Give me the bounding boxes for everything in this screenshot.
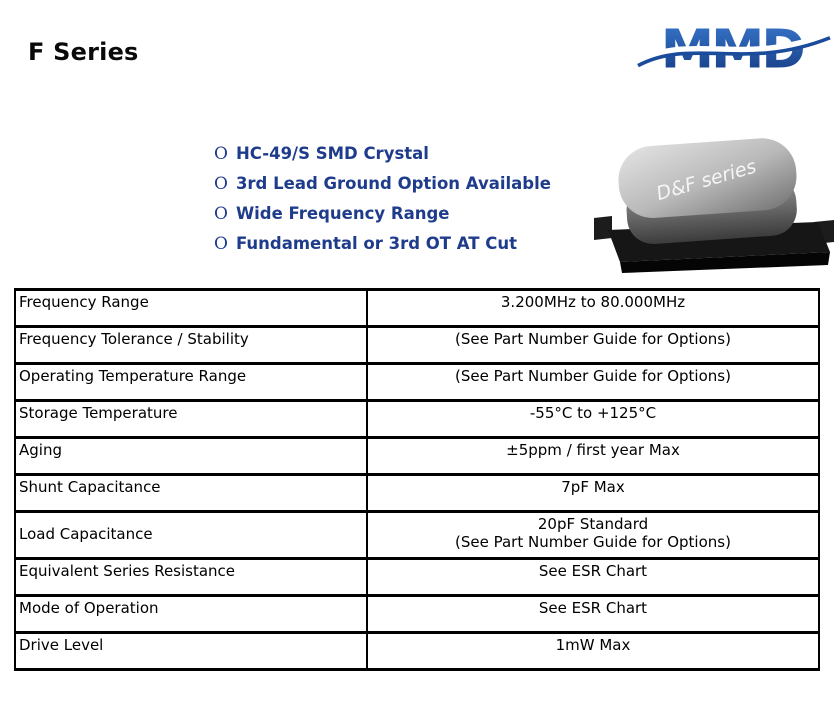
spec-value: ±5ppm / first year Max <box>366 436 820 476</box>
feature-item: O 3rd Lead Ground Option Available <box>214 174 551 206</box>
crystal-package-image: D&F series <box>594 138 834 273</box>
spec-value: See ESR Chart <box>366 594 820 634</box>
spec-value: -55°C to +125°C <box>366 399 820 439</box>
spec-table: Frequency Range 3.200MHz to 80.000MHz Freq… <box>14 288 820 671</box>
product-photo: D&F series <box>590 122 837 274</box>
spec-value: 1mW Max <box>366 631 820 671</box>
circle-bullet-icon: O <box>214 144 228 164</box>
feature-label: Wide Frequency Range <box>235 204 450 223</box>
table-row: Load Capacitance 20pF Standard (See Part … <box>14 510 820 560</box>
feature-label: Fundamental or 3rd OT AT Cut <box>235 234 518 253</box>
package-base-front <box>620 252 830 273</box>
table-row: Drive Level 1mW Max <box>14 631 820 671</box>
spec-value: 3.200MHz to 80.000MHz <box>366 288 820 328</box>
spec-parameter: Shunt Capacitance <box>14 473 368 513</box>
left-lead <box>594 216 612 240</box>
feature-label: HC-49/S SMD Crystal <box>235 144 429 163</box>
table-row: Aging ±5ppm / first year Max <box>14 436 820 476</box>
metal-can: D&F series <box>618 138 797 245</box>
mmd-logo: MMD <box>634 14 834 81</box>
feature-item: O Fundamental or 3rd OT AT Cut <box>214 234 551 266</box>
spec-parameter: Frequency Tolerance / Stability <box>14 325 368 365</box>
spec-parameter: Load Capacitance <box>14 510 368 560</box>
feature-item: O HC-49/S SMD Crystal <box>214 144 551 176</box>
spec-value: (See Part Number Guide for Options) <box>366 325 820 365</box>
spec-parameter: Storage Temperature <box>14 399 368 439</box>
spec-parameter: Frequency Range <box>14 288 368 328</box>
logo-swoosh-icon <box>637 36 831 68</box>
spec-parameter: Mode of Operation <box>14 594 368 634</box>
spec-value: 20pF Standard (See Part Number Guide for… <box>366 510 820 560</box>
mmd-logo-graphic: MMD <box>636 18 832 81</box>
table-row: Frequency Tolerance / Stability (See Part… <box>14 325 820 365</box>
circle-bullet-icon: O <box>214 234 228 254</box>
table-row: Frequency Range 3.200MHz to 80.000MHz <box>14 288 820 328</box>
spec-value: (See Part Number Guide for Options) <box>366 362 820 402</box>
spec-parameter: Operating Temperature Range <box>14 362 368 402</box>
table-row: Shunt Capacitance 7pF Max <box>14 473 820 513</box>
feature-label: 3rd Lead Ground Option Available <box>235 174 551 193</box>
spec-value: See ESR Chart <box>366 557 820 597</box>
table-row: Operating Temperature Range (See Part Num… <box>14 362 820 402</box>
feature-list: O HC-49/S SMD Crystal O 3rd Lead Ground Opt… <box>214 144 551 266</box>
spec-parameter: Drive Level <box>14 631 368 671</box>
circle-bullet-icon: O <box>214 204 228 224</box>
spec-value: 7pF Max <box>366 473 820 513</box>
feature-item: O Wide Frequency Range <box>214 204 551 236</box>
table-row: Equivalent Series Resistance See ESR Char… <box>14 557 820 597</box>
circle-bullet-icon: O <box>214 174 228 194</box>
table-row: Mode of Operation See ESR Chart <box>14 594 820 634</box>
page-title: F Series <box>28 38 139 66</box>
spec-table-body: Frequency Range 3.200MHz to 80.000MHz Freq… <box>14 288 820 671</box>
spec-parameter: Aging <box>14 436 368 476</box>
can-top-face <box>618 138 797 218</box>
logo-swoosh-white <box>636 30 832 67</box>
spec-parameter: Equivalent Series Resistance <box>14 557 368 597</box>
table-row: Storage Temperature -55°C to +125°C <box>14 399 820 439</box>
